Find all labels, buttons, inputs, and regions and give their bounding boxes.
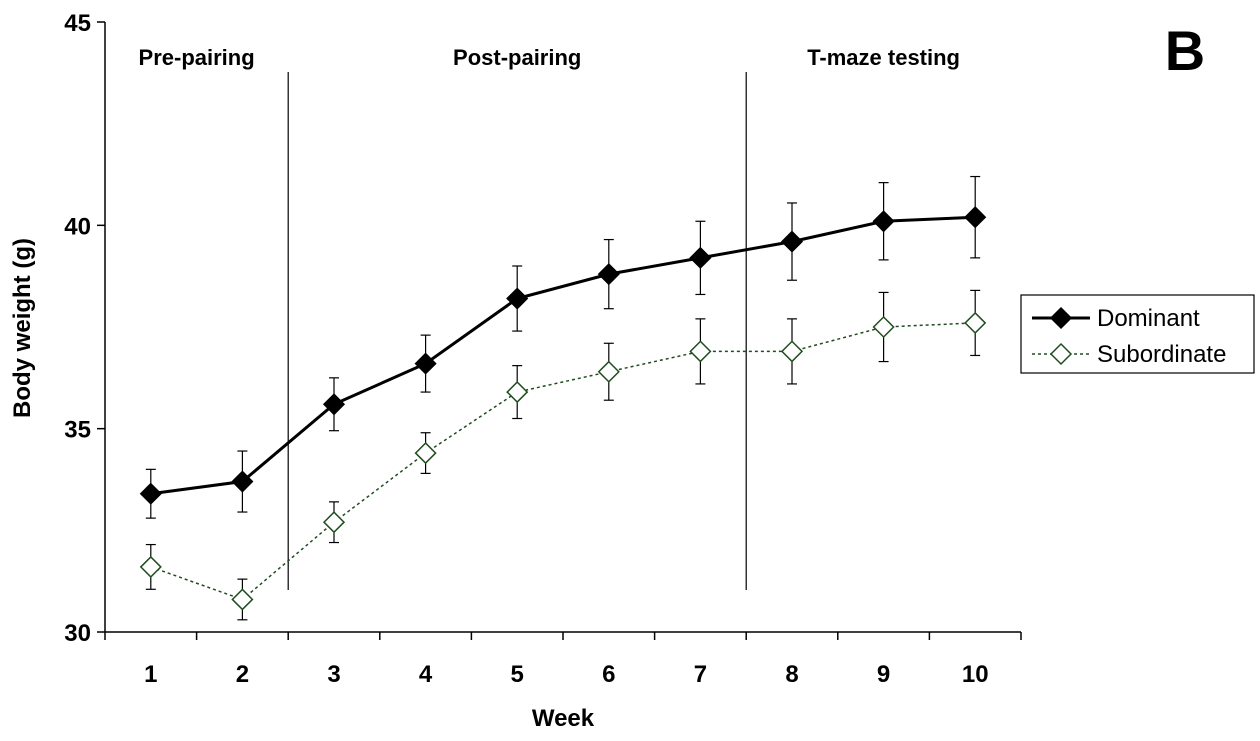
series-dominant: [139, 175, 987, 519]
x-tick-label-5: 5: [511, 661, 524, 688]
legend: Dominant Subordinate: [1020, 294, 1255, 374]
data-point-dominant-week-8: [780, 230, 804, 253]
series-subordinate: [139, 289, 987, 621]
data-point-subordinate-week-8: [780, 340, 804, 363]
phase-label-1: Pre-pairing: [139, 45, 255, 70]
data-point-dominant-week-7: [689, 246, 712, 269]
data-point-dominant-week-6: [597, 263, 620, 286]
x-tick-label-3: 3: [327, 661, 340, 688]
legend-item-dominant: Dominant: [1032, 305, 1200, 332]
y-axis-label: Body weight (g): [9, 238, 36, 418]
legend-label-subordinate: Subordinate: [1097, 341, 1226, 368]
x-tick-label-9: 9: [877, 661, 890, 688]
x-tick-label-4: 4: [419, 661, 433, 688]
data-point-subordinate-week-2: [231, 588, 254, 611]
x-tick-label-1: 1: [144, 661, 157, 688]
x-tick-label-10: 10: [962, 661, 989, 688]
x-tick-label-8: 8: [785, 661, 798, 688]
data-point-dominant-week-5: [506, 287, 529, 310]
data-point-dominant-week-2: [231, 470, 254, 493]
data-point-subordinate-week-7: [689, 340, 712, 363]
data-point-subordinate-week-3: [322, 511, 346, 534]
series-line-subordinate: [150, 322, 976, 601]
y-tick-label-45: 45: [64, 10, 91, 37]
phase-label-2: Post-pairing: [453, 45, 581, 70]
y-tick-label-40: 40: [64, 213, 91, 240]
series-layer: [139, 175, 987, 621]
data-point-dominant-week-4: [414, 352, 437, 375]
data-point-subordinate-week-6: [597, 360, 620, 383]
legend-marker-subordinate: [1049, 342, 1073, 366]
panel-label: B: [1165, 19, 1205, 82]
y-tick-label-30: 30: [64, 620, 91, 647]
legend-item-subordinate: Subordinate: [1032, 341, 1226, 368]
data-point-subordinate-week-4: [414, 442, 437, 465]
y-tick-label-35: 35: [64, 417, 91, 444]
data-point-subordinate-week-5: [506, 381, 529, 404]
data-point-subordinate-week-1: [139, 555, 162, 578]
data-point-subordinate-week-9: [872, 315, 895, 339]
legend-marker-dominant: [1049, 306, 1073, 330]
phase-layer: Pre-pairing Post-pairing T-maze testing: [139, 45, 960, 590]
phase-label-3: T-maze testing: [807, 45, 960, 70]
series-line-dominant: [150, 215, 976, 496]
legend-label-dominant: Dominant: [1097, 305, 1200, 332]
data-point-dominant-week-1: [139, 482, 162, 505]
x-tick-label-6: 6: [602, 661, 615, 688]
data-point-dominant-week-3: [322, 393, 346, 416]
x-tick-label-2: 2: [236, 661, 249, 688]
x-axis-label: Week: [532, 705, 595, 732]
data-point-dominant-week-10: [964, 206, 987, 229]
data-point-dominant-week-9: [872, 210, 895, 233]
data-point-subordinate-week-10: [964, 311, 987, 334]
x-tick-label-7: 7: [694, 661, 707, 688]
